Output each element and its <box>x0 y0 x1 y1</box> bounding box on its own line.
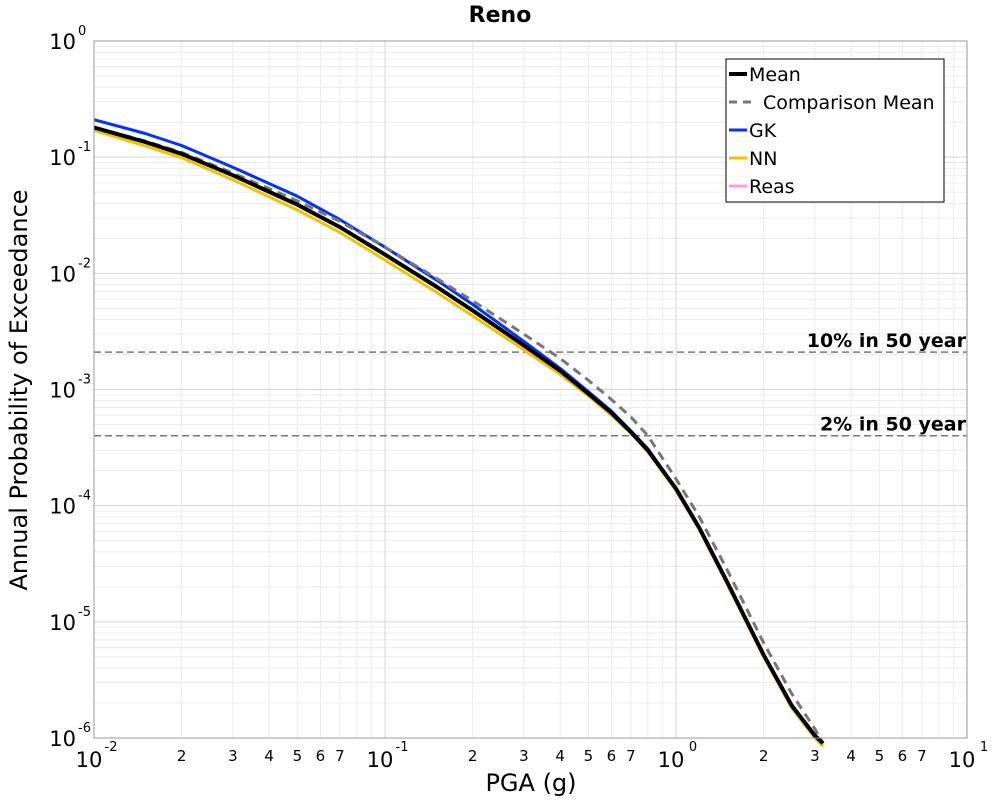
y-tick-exponent: -6 <box>78 721 91 736</box>
x-minor-tick-label: 6 <box>316 747 326 765</box>
x-minor-tick-label: 4 <box>555 747 565 765</box>
y-tick-label: 10 <box>49 611 76 635</box>
reference-lines: 10% in 50 year 2% in 50 year <box>94 330 967 437</box>
x-minor-tick-label: 3 <box>228 747 238 765</box>
x-minor-tick-label: 2 <box>468 747 478 765</box>
y-tick-exponent: 0 <box>78 24 86 39</box>
legend-label-comparison-mean: Comparison Mean <box>763 92 935 114</box>
x-minor-tick-label: 4 <box>264 747 274 765</box>
series-layer <box>93 118 825 748</box>
reference-line-label: 2% in 50 year <box>820 414 967 436</box>
x-axis-label: PGA (g) <box>485 769 576 797</box>
x-minor-tick-label: 7 <box>335 747 345 765</box>
y-tick-exponent: -3 <box>78 373 91 388</box>
y-tick-label: 10 <box>49 30 76 54</box>
y-tick-label: 10 <box>49 262 76 286</box>
series-line-comparison-mean <box>93 126 825 745</box>
y-tick-label: 10 <box>49 495 76 519</box>
y-tick-exponent: -4 <box>78 489 91 504</box>
legend-label-nn: NN <box>749 148 777 170</box>
x-minor-tick-label: 5 <box>584 747 594 765</box>
x-minor-tick-label: 3 <box>519 747 529 765</box>
x-tick-label: 10 <box>367 748 394 772</box>
x-minor-tick-label: 5 <box>293 747 303 765</box>
x-tick-exponent: 0 <box>689 740 697 755</box>
x-minor-tick-label: 2 <box>759 747 769 765</box>
series-line-mean <box>93 125 825 745</box>
x-minor-tick-label: 4 <box>846 747 856 765</box>
x-minor-tick-label: 6 <box>607 747 617 765</box>
y-tick-label: 10 <box>49 727 76 751</box>
x-minor-tick-label: 6 <box>898 747 908 765</box>
legend-box <box>725 58 945 203</box>
x-minor-tick-label: 5 <box>875 747 885 765</box>
x-tick-label: 10 <box>76 748 103 772</box>
legend-label-reas: Reas <box>749 176 795 198</box>
reference-line-label: 10% in 50 year <box>807 330 967 352</box>
legend-label-mean: Mean <box>749 64 801 86</box>
y-tick-exponent: -5 <box>78 605 91 620</box>
legend-entries: Mean Comparison Mean GK NN Reas <box>729 64 935 198</box>
y-tick-label: 10 <box>49 379 76 403</box>
y-axis-label: Annual Probability of Exceedance <box>5 189 33 590</box>
x-tick-exponent: -2 <box>105 740 118 755</box>
x-tick-label: 10 <box>949 748 976 772</box>
legend: Mean Comparison Mean GK NN Reas <box>725 58 945 203</box>
y-tick-label: 10 <box>49 146 76 170</box>
x-minor-tick-label: 2 <box>177 747 187 765</box>
y-tick-exponent: -1 <box>78 140 91 155</box>
x-minor-tick-label: 7 <box>626 747 636 765</box>
plot-frame <box>93 40 968 739</box>
legend-label-gk: GK <box>749 120 777 142</box>
x-tick-exponent: 1 <box>980 740 988 755</box>
chart-title: Reno <box>469 3 532 28</box>
x-tick-exponent: -1 <box>396 740 409 755</box>
y-tick-exponent: -2 <box>78 256 91 271</box>
x-tick-label: 10 <box>658 748 685 772</box>
x-minor-tick-label: 3 <box>810 747 820 765</box>
x-minor-tick-label: 7 <box>917 747 927 765</box>
